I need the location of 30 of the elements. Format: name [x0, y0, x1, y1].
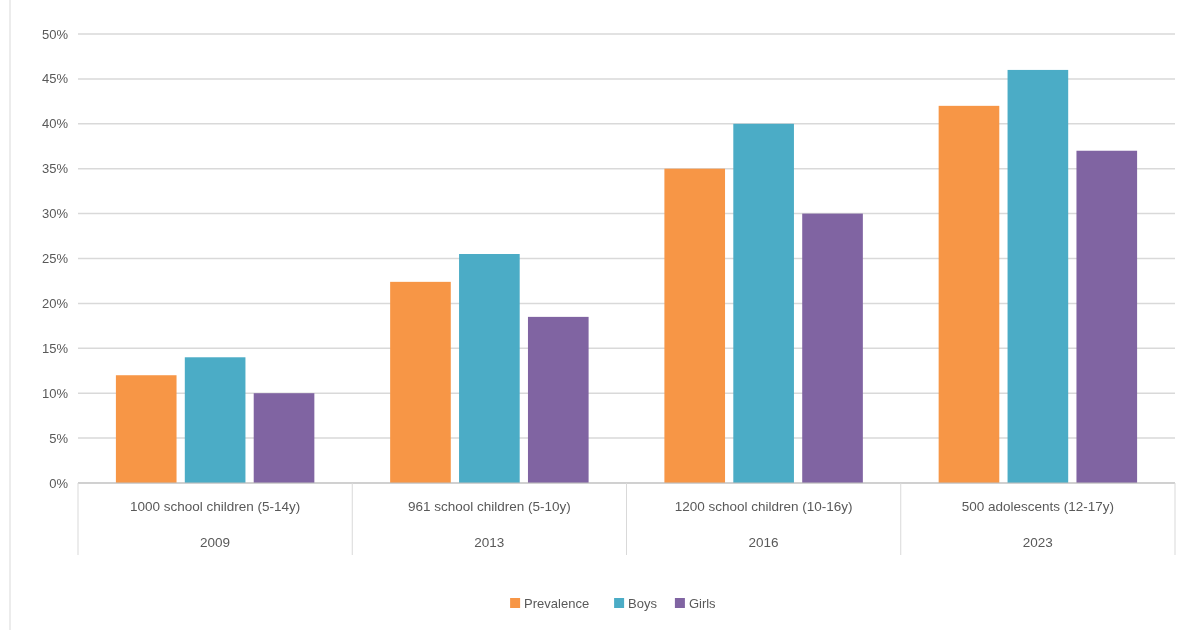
bar: [938, 105, 1000, 483]
category-label: 961 school children (5-10y) 2013: [407, 498, 571, 550]
legend-label: Girls: [688, 595, 717, 611]
y-tick-label: 45%: [41, 71, 69, 87]
bar: [664, 168, 726, 483]
bar: [115, 375, 177, 483]
bar: [1007, 69, 1069, 483]
category-label: 1000 school children (5-14y) 2009: [129, 498, 301, 550]
y-tick-label: 30%: [41, 206, 69, 222]
bar: [184, 357, 246, 483]
bar: [1076, 150, 1138, 483]
bar: [253, 393, 315, 483]
legend-label: Prevalence: [524, 595, 590, 611]
category-label: 1200 school children (10-16y) 2016: [674, 498, 853, 550]
y-tick-label: 10%: [41, 385, 69, 401]
bar: [733, 123, 794, 483]
bar: [802, 213, 863, 483]
bar: [527, 316, 589, 483]
y-tick-label: 5%: [49, 430, 69, 446]
y-tick-label: 20%: [41, 295, 69, 311]
y-tick-label: 50%: [41, 26, 69, 42]
y-tick-label: 15%: [41, 340, 69, 356]
y-tick-label: 40%: [41, 116, 69, 132]
legend-label: Boys: [628, 595, 658, 611]
y-tick-label: 0%: [49, 475, 69, 491]
y-tick-label: 35%: [41, 161, 69, 177]
y-tick-label: 25%: [41, 251, 69, 267]
bar: [390, 281, 451, 483]
category-label: 500 adolescents (12-17y) 2023: [961, 498, 1115, 550]
bar: [459, 254, 520, 483]
